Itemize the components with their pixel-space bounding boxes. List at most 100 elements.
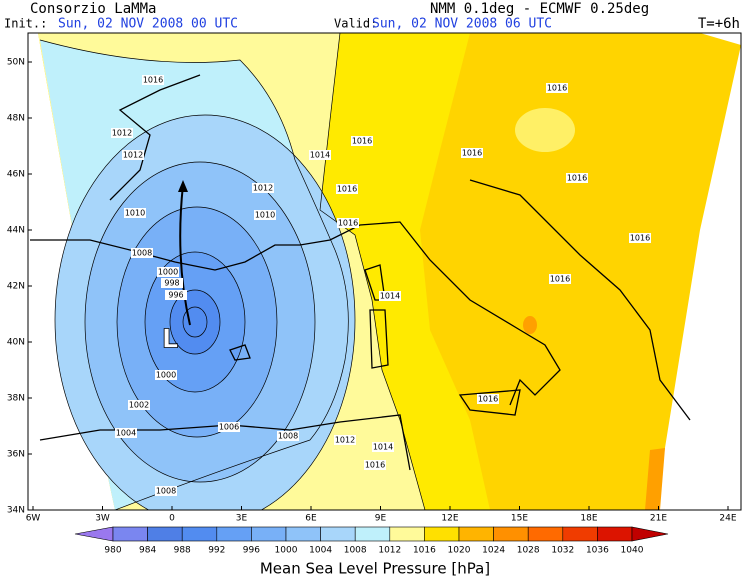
colorbar-swatch <box>147 526 183 542</box>
isobar-label: 1016 <box>365 461 385 470</box>
isobar-label-bg <box>566 173 588 183</box>
isobar-label-bg <box>254 210 276 220</box>
colorbar-label: 1012 <box>378 546 401 556</box>
colorbar-swatch <box>527 526 564 542</box>
colorbar-swatch <box>389 526 425 542</box>
isobar-label-bg <box>277 431 299 441</box>
lon-label: 15E <box>511 514 528 524</box>
isobar-label: 1004 <box>116 429 136 438</box>
isobar-label: 1010 <box>255 211 275 220</box>
lon-label: 12E <box>441 514 458 524</box>
isobar-label-bg <box>124 208 146 218</box>
isobar-label: 1016 <box>338 219 358 228</box>
colorbar-label: 1008 <box>344 546 367 556</box>
lat-label: 46N <box>7 170 25 180</box>
model: NMM 0.1deg - ECMWF 0.25deg <box>430 1 649 17</box>
isobar-label-bg <box>142 75 164 85</box>
colorbar-swatch <box>354 526 391 542</box>
colorbar-label: 1036 <box>586 546 609 556</box>
isobar-label: 1016 <box>352 137 372 146</box>
lon-label: 18E <box>580 514 597 524</box>
isobar-label: 1016 <box>337 185 357 194</box>
isobar-label-bg <box>337 218 359 228</box>
isobar-label: 1012 <box>335 436 355 445</box>
colorbar-label: 988 <box>174 546 191 556</box>
colorbar-swatch <box>493 526 529 542</box>
colorbar: 980 984 988 992 996 1000 1004 1008 1012 1016 1020 1… <box>74 526 669 556</box>
isobar-label: 1012 <box>253 184 273 193</box>
isobar-label-bg <box>128 400 150 410</box>
isobar-label: 998 <box>164 279 179 288</box>
colorbar-high-end <box>631 526 669 542</box>
lon-label: 24E <box>719 514 736 524</box>
isobar-label: 1016 <box>547 84 567 93</box>
colorbar-swatch <box>562 526 598 542</box>
isobar-label-bg <box>477 394 499 404</box>
isobar-label-bg <box>122 150 144 160</box>
track-arrowhead <box>178 180 188 192</box>
isobar-label-bg <box>351 136 373 146</box>
valid-time: Sun, 02 NOV 2008 06 UTC <box>372 17 552 32</box>
map-frame <box>27 32 742 511</box>
isobar-label: 1016 <box>567 174 587 183</box>
isobars <box>39 33 426 510</box>
isobar-label: 1016 <box>630 234 650 243</box>
colorbar-label: 1004 <box>309 546 332 556</box>
field-patch <box>515 108 575 152</box>
isobar-label-bg <box>252 183 274 193</box>
isobar-label-bg <box>115 428 137 438</box>
isobar-label-bg <box>161 278 183 288</box>
isobar-label: 1016 <box>478 395 498 404</box>
isobar-labels: 1016 1012 1012 1012 1014 1016 1016 1016 1016 1016… <box>111 75 651 496</box>
colorbar-swatch <box>458 526 494 542</box>
isobar-label: 1016 <box>550 275 570 284</box>
isobar-label-bg <box>309 150 331 160</box>
colorbar-title: Mean Sea Level Pressure [hPa] <box>260 560 490 578</box>
isobar-label: 1002 <box>129 401 149 410</box>
isobar-label-bg <box>546 83 568 93</box>
isobar-label: 1008 <box>132 249 152 258</box>
isobar-label-bg <box>629 233 651 243</box>
valid-label: Valid: <box>334 17 377 31</box>
colorbar-label: 1000 <box>275 546 298 556</box>
colorbar-swatch <box>424 526 460 542</box>
isobar-label: 996 <box>168 291 183 300</box>
lat-label: 42N <box>7 282 25 292</box>
isobar-label-bg <box>155 370 177 380</box>
colorbar-swatch <box>320 526 356 542</box>
colorbar-label: 996 <box>243 546 260 556</box>
isobar-label-bg <box>111 128 133 138</box>
lat-label: 36N <box>7 450 25 460</box>
coastlines <box>30 74 691 471</box>
lon-label: 6W <box>26 514 41 524</box>
isobar-label: 1006 <box>219 423 239 432</box>
isobar-label: 1008 <box>278 432 298 441</box>
colorbar-label: 1032 <box>551 546 574 556</box>
lon-label: 6E <box>305 514 317 524</box>
isobar-label: 1014 <box>380 292 400 301</box>
init-time: Sun, 02 NOV 2008 00 UTC <box>58 17 238 32</box>
lat-label: 34N <box>7 506 25 516</box>
colorbar-swatch <box>285 526 321 542</box>
colorbar-label: 980 <box>104 546 121 556</box>
lat-label: 44N <box>7 226 25 236</box>
isobar-label-bg <box>157 267 179 277</box>
lon-label: 3E <box>236 514 248 524</box>
isobar-label-bg <box>549 274 571 284</box>
colorbar-label: 1040 <box>621 546 644 556</box>
isobar-label: 1000 <box>158 268 178 277</box>
storm-track <box>179 184 191 326</box>
isobar-label-bg <box>218 422 240 432</box>
isobar-label: 1012 <box>123 151 143 160</box>
isobar-label: 1014 <box>373 443 393 452</box>
colorbar-swatch <box>597 526 633 542</box>
low-center: L <box>162 325 179 355</box>
map: L 10161012101210121014101610161016101610… <box>7 32 742 524</box>
isobar-label-bg <box>364 460 386 470</box>
colorbar-swatch <box>251 526 287 542</box>
colorbar-label: 992 <box>208 546 225 556</box>
isobar-label: 1000 <box>156 371 176 380</box>
lat-label: 40N <box>7 338 25 348</box>
